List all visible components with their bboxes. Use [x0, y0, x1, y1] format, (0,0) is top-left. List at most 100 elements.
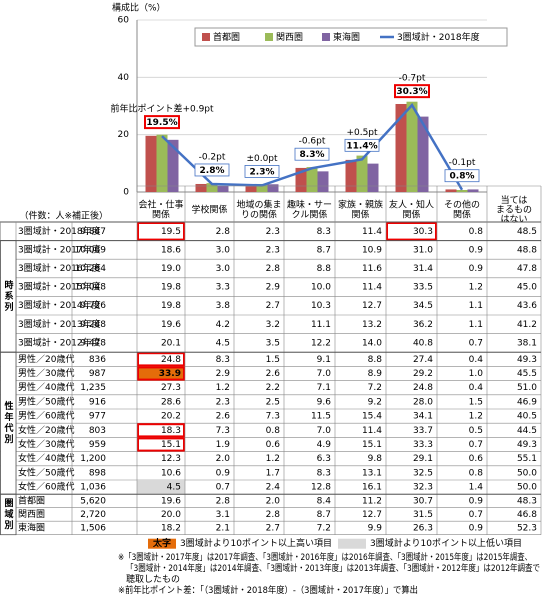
cell: 45.5 — [517, 369, 537, 379]
cell: 0.9 — [469, 496, 484, 506]
cell: 8.7 — [317, 245, 331, 255]
row-count: 9,847 — [80, 227, 106, 237]
cell: 45.0 — [517, 283, 537, 293]
cell: 7.3 — [266, 412, 280, 422]
annotation: -0.6pt — [299, 137, 326, 147]
cell: 31.0 — [413, 245, 433, 255]
value-label-box — [344, 138, 380, 152]
column-header: りの関係 — [241, 210, 277, 221]
cell: 0.6 — [266, 440, 281, 450]
cell: 26.3 — [413, 523, 433, 533]
annotation: -0.7pt — [399, 74, 426, 84]
row-count: 977 — [89, 412, 106, 422]
column-header: 家族・親族 — [338, 199, 383, 211]
cell: 2.7 — [266, 301, 280, 311]
bar — [217, 185, 229, 192]
y-tick-label: 0 — [123, 188, 129, 198]
legend-swatch — [202, 33, 210, 41]
value-label: 2.8% — [200, 166, 225, 176]
cell: 3.0 — [216, 264, 231, 274]
cell: 33.9 — [159, 369, 181, 379]
y-axis-title: 構成比（%） — [112, 2, 166, 14]
cell: 6.3 — [317, 454, 331, 464]
column-header: 地域の集ま — [236, 199, 281, 211]
value-label-box — [394, 84, 430, 99]
annotation: 前年比ポイント差+0.9pt — [110, 103, 214, 115]
cell: 1.2 — [469, 283, 483, 293]
bar — [467, 189, 479, 192]
legend-label: 関西圏 — [276, 32, 303, 43]
column-header: 関係 — [453, 210, 471, 221]
cell: 28.6 — [161, 397, 181, 407]
annotation: -0.2pt — [199, 152, 226, 162]
cell: 1.2 — [266, 454, 280, 464]
column-header: まるもの — [496, 205, 532, 216]
legend-label: 3圏域計・2018年度 — [397, 31, 480, 43]
cell: 0.8 — [469, 227, 484, 237]
row-label: 3圏域計・2016年度 — [18, 262, 101, 274]
cell: 2.9 — [216, 369, 231, 379]
boxed-cell — [137, 366, 185, 381]
cell: 8.4 — [317, 496, 332, 506]
row-label: 女性／20歳代 — [18, 424, 74, 436]
row-count: 959 — [89, 440, 106, 450]
row-count: 2,720 — [80, 510, 106, 520]
cell: 19.6 — [161, 496, 181, 506]
bar — [406, 101, 418, 192]
cell: 1.4 — [469, 483, 484, 493]
cell: 32.5 — [413, 468, 433, 478]
cell: 55.1 — [517, 454, 537, 464]
cell: 2.0 — [266, 496, 281, 506]
column-header: 当ては — [501, 194, 528, 206]
note: ※「3圏域計・2017年度」は2017年調査、「3圏域計・2016年度」は201… — [118, 551, 532, 563]
cell: 7.2 — [368, 383, 382, 393]
cell: 12.3 — [161, 454, 181, 464]
bar — [356, 155, 368, 192]
bar — [306, 167, 318, 192]
cell: 8.3 — [216, 355, 230, 365]
cell: 0.7 — [469, 510, 483, 520]
row-label: 男性／60歳代 — [18, 410, 74, 422]
cell: 0.4 — [469, 355, 484, 365]
cell: 1.0 — [469, 369, 484, 379]
cell: 9.2 — [368, 397, 382, 407]
row-count: 987 — [89, 369, 106, 379]
column-header: その他の — [444, 199, 480, 211]
cell: 3.3 — [216, 283, 230, 293]
bar — [267, 184, 279, 192]
cell: 10.9 — [362, 245, 382, 255]
bar — [417, 116, 429, 192]
bar — [456, 189, 468, 192]
cell: 14.0 — [362, 338, 382, 348]
cell: 36.2 — [413, 320, 433, 330]
cell: 13.1 — [362, 468, 382, 478]
annotation: ±0.0pt — [246, 154, 278, 164]
cell: 11.4 — [362, 283, 382, 293]
cell: 2.6 — [266, 369, 281, 379]
legend-box — [194, 27, 508, 47]
cell: 1.9 — [216, 440, 231, 450]
cell: 2.2 — [266, 383, 280, 393]
cell: 46.8 — [517, 510, 537, 520]
cell: 41.2 — [517, 320, 537, 330]
cell: 27.3 — [161, 383, 181, 393]
cell: 1.2 — [469, 412, 483, 422]
row-count: 1,036 — [80, 483, 106, 493]
cell: 13.2 — [362, 320, 382, 330]
cell: 0.7 — [469, 338, 483, 348]
cell: 11.4 — [362, 426, 382, 436]
cell: 1.5 — [469, 397, 483, 407]
annotation: -0.1pt — [449, 158, 476, 168]
value-label-box — [244, 165, 280, 178]
bar — [167, 139, 179, 192]
bar — [317, 171, 329, 192]
cell: 2.9 — [266, 283, 281, 293]
cell: 9.8 — [368, 454, 383, 464]
cell: 3.1 — [216, 510, 230, 520]
value-label: 30.3% — [396, 87, 427, 97]
annotation: +0.5pt — [346, 128, 378, 138]
boxed-cell — [137, 437, 185, 452]
column-header: クル関係 — [292, 210, 328, 221]
value-label: 8.3% — [300, 150, 325, 160]
value-label: 0.8% — [450, 172, 475, 182]
